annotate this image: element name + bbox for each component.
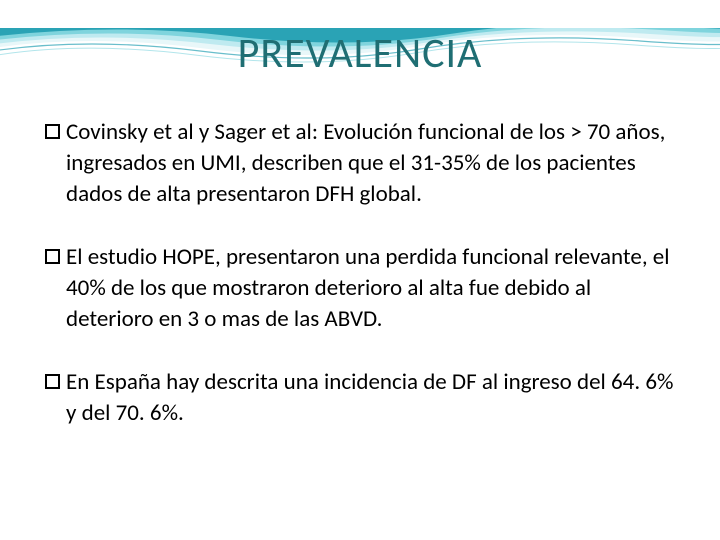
bullet-text: El estudio HOPE, presentaron una perdida… bbox=[66, 242, 675, 335]
bullet-square-icon bbox=[45, 249, 60, 264]
bullet-text: Covinsky et al y Sager et al: Evolución … bbox=[66, 117, 675, 210]
bullet-square-icon bbox=[45, 124, 60, 139]
bullet-item: Covinsky et al y Sager et al: Evolución … bbox=[45, 117, 675, 210]
bullet-text: En España hay descrita una incidencia de… bbox=[66, 367, 675, 429]
slide-title: PREVALENCIA bbox=[45, 28, 675, 79]
bullet-item: El estudio HOPE, presentaron una perdida… bbox=[45, 242, 675, 335]
slide-container: PREVALENCIA Covinsky et al y Sager et al… bbox=[0, 28, 720, 540]
bullet-item: En España hay descrita una incidencia de… bbox=[45, 367, 675, 429]
bullet-square-icon bbox=[45, 374, 60, 389]
